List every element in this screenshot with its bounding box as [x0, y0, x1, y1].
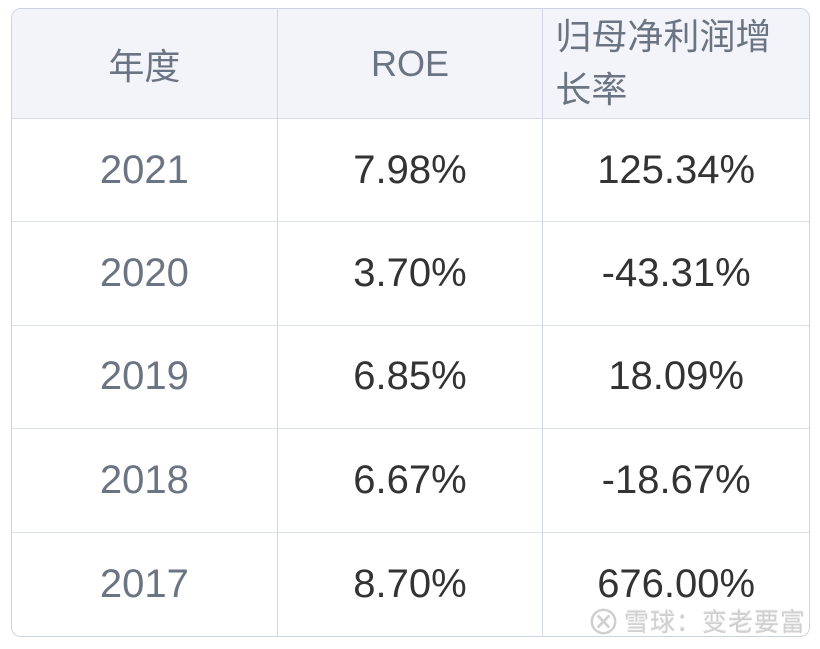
growth-value: -18.67%	[601, 457, 751, 502]
year-value: 2017	[99, 561, 189, 606]
column-header-year-label: 年度	[108, 45, 181, 87]
roe-value: 6.67%	[353, 457, 467, 502]
table-row-2018-year: 2018	[12, 429, 278, 533]
table-row-2018-roe: 6.67%	[277, 429, 544, 533]
table-row-2019-year: 2019	[12, 325, 278, 430]
table-row-2017-growth: 676.00%	[543, 533, 809, 636]
table-row-2021-year: 2021	[12, 119, 278, 223]
table-row-2020-roe: 3.70%	[277, 222, 544, 326]
year-value: 2021	[99, 147, 189, 192]
roe-value: 6.85%	[353, 354, 467, 399]
column-header-roe-label: ROE	[370, 42, 449, 84]
year-value: 2018	[99, 457, 189, 502]
column-header-growth-label: 归母净利润增长率	[555, 16, 772, 110]
growth-value: 18.09%	[608, 354, 744, 399]
growth-value: -43.31%	[601, 251, 751, 296]
growth-value: 676.00%	[597, 561, 756, 606]
table-row-2019-roe: 6.85%	[277, 325, 544, 430]
table-row-2021-growth: 125.34%	[543, 119, 809, 223]
table-row-2019-growth: 18.09%	[543, 326, 809, 430]
table-row-2018-growth: -18.67%	[543, 429, 809, 533]
column-header-year: 年度	[12, 9, 278, 119]
year-value: 2019	[99, 354, 189, 399]
table-row-2020-year: 2020	[12, 222, 278, 326]
column-header-growth: 归母净利润增长率	[543, 9, 809, 119]
table-row-2017-year: 2017	[12, 532, 278, 636]
column-header-roe: ROE	[277, 9, 544, 119]
table-row-2020-growth: -43.31%	[543, 222, 809, 326]
roe-value: 7.98%	[353, 147, 467, 192]
table-row-2017-roe: 8.70%	[278, 532, 544, 636]
table-row-2021-roe: 7.98%	[277, 119, 544, 223]
roe-value: 3.70%	[353, 251, 467, 296]
year-value: 2020	[99, 251, 189, 296]
financial-metrics-table: 年度 ROE 归母净利润增长率 2021 7.98% 125.34% 2020 …	[11, 8, 810, 637]
roe-value: 8.70%	[353, 561, 467, 606]
growth-value: 125.34%	[597, 147, 756, 192]
